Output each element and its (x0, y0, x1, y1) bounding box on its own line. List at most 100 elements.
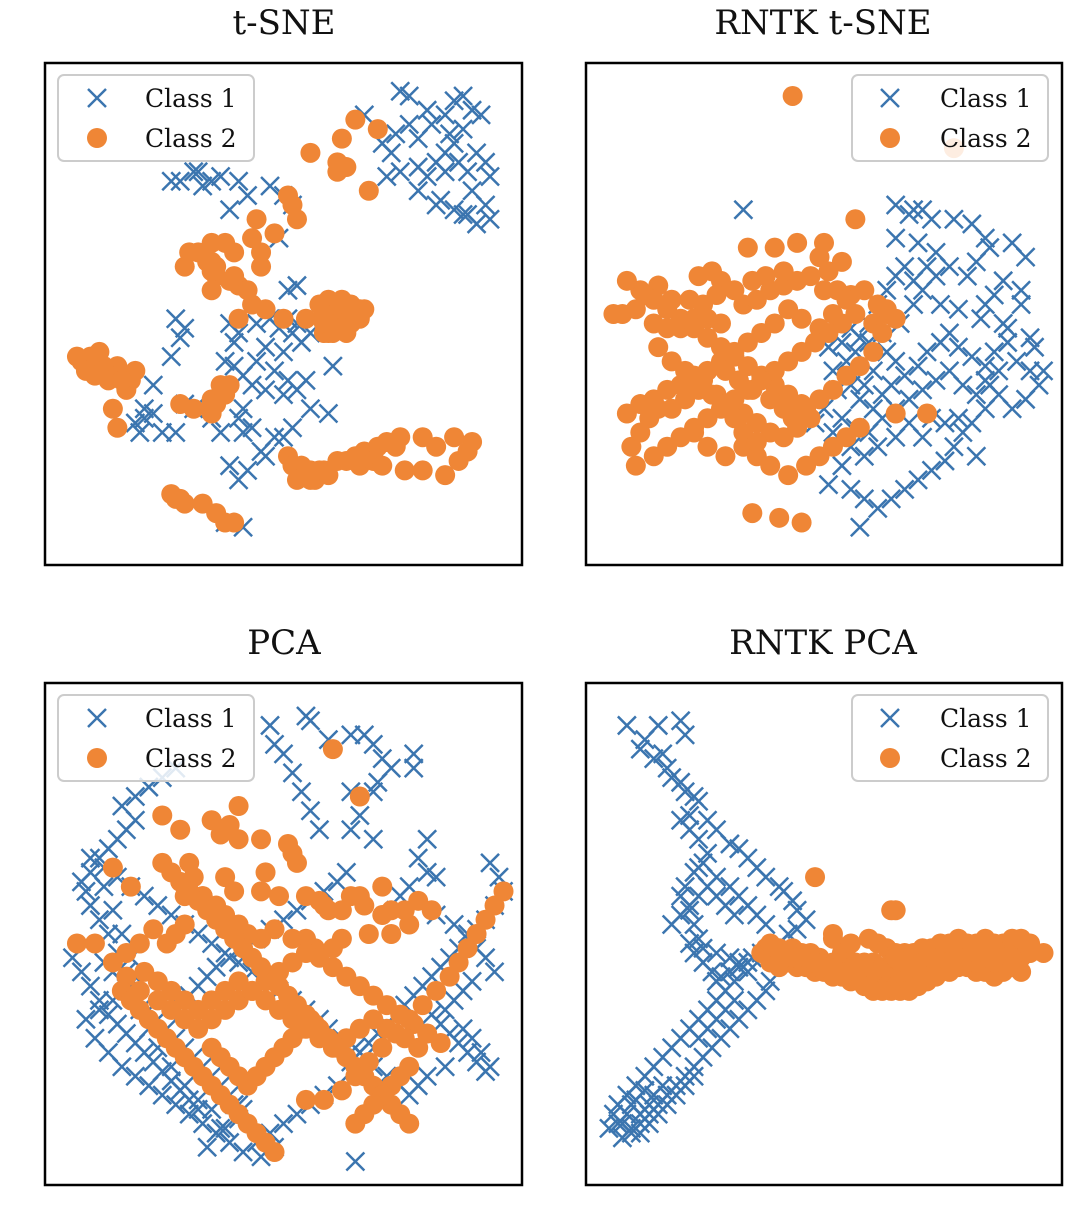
class2-point (251, 256, 272, 277)
class1-point (408, 157, 429, 177)
class2-point (354, 895, 375, 916)
class1-point (885, 427, 906, 448)
panel-3-legend: Class 1 Class 2 (57, 694, 255, 782)
class1-point (926, 370, 946, 391)
legend-box (851, 74, 1049, 162)
class2-point (457, 938, 478, 959)
class2-point (399, 914, 420, 935)
class1-point (165, 1094, 186, 1115)
class1-point (1011, 294, 1032, 315)
class1-point (273, 427, 294, 448)
class2-point (493, 881, 514, 902)
class1-point (988, 360, 1009, 381)
class1-point (255, 379, 276, 400)
class1-point (426, 867, 447, 888)
class1-point (984, 342, 1005, 362)
class2-point (345, 1113, 366, 1134)
class1-point (849, 389, 870, 410)
class1-point (832, 408, 852, 429)
class2-point (710, 313, 731, 334)
class2-point (625, 455, 646, 476)
class1-point (693, 938, 713, 959)
class2-point (863, 341, 884, 362)
class1-point (930, 294, 951, 315)
legend-box (851, 694, 1049, 782)
class2-point (295, 1089, 316, 1110)
class1-point (152, 1085, 173, 1106)
class2-point (872, 322, 893, 343)
class1-point (134, 398, 155, 419)
class1-point (318, 403, 339, 424)
class1-point (170, 171, 191, 192)
class1-point (80, 895, 101, 916)
class2-point (746, 431, 767, 452)
class2-point (224, 266, 245, 287)
class2-point (66, 933, 87, 954)
class2-point (313, 1089, 334, 1110)
class2-point (769, 507, 790, 528)
class2-point (174, 493, 195, 514)
class1-point (408, 180, 429, 201)
class2-point (228, 796, 249, 817)
class2-point (643, 446, 664, 467)
class2-point (327, 450, 348, 471)
class1-point (80, 848, 101, 869)
class1-point (966, 446, 987, 467)
class2-point (787, 232, 808, 253)
class1-point (296, 370, 316, 391)
class1-point (1033, 360, 1054, 381)
class2-point (372, 455, 393, 476)
class1-point (679, 933, 700, 954)
class2-point (876, 299, 897, 320)
class2-point (224, 242, 245, 263)
class1-point (899, 204, 920, 225)
class2-point (394, 460, 415, 481)
class1-point (71, 962, 92, 982)
class1-point (300, 800, 321, 821)
class2-point (603, 304, 624, 324)
class1-point (970, 308, 991, 329)
class1-point (475, 947, 496, 968)
class1-point (993, 270, 1014, 291)
class2-point (737, 237, 758, 258)
class1-point (300, 710, 321, 731)
class1-point (385, 123, 406, 144)
legend-box (57, 74, 255, 162)
class1-point (224, 332, 244, 353)
class1-point (453, 119, 473, 140)
class1-point (867, 498, 888, 519)
class2-point (484, 895, 505, 916)
class2-point (295, 308, 316, 329)
class1-point (675, 876, 696, 897)
legend-class2-marker (880, 128, 900, 148)
class1-point (675, 725, 696, 745)
legend-class1-marker (880, 88, 900, 108)
class2-point (228, 829, 249, 850)
class2-point (107, 417, 128, 438)
legend-class1-label: Class 1 (940, 84, 1032, 113)
legend-class2-label: Class 2 (940, 124, 1032, 153)
class2-point (251, 829, 272, 850)
class1-point (755, 914, 776, 935)
class1-point (648, 715, 669, 736)
class2-point (697, 436, 718, 457)
class2-point (201, 403, 222, 424)
class1-point (684, 1066, 704, 1087)
class1-point (192, 176, 213, 196)
legend-class1-label: Class 1 (145, 84, 237, 113)
legend-class2-marker (880, 748, 900, 768)
class1-point (939, 323, 960, 343)
class1-point (161, 171, 182, 192)
class2-point (849, 417, 870, 438)
class2-point (814, 957, 834, 978)
class2-point (331, 900, 352, 921)
panel-1-marks (66, 81, 500, 538)
class2-point (345, 1066, 366, 1087)
class2-point (286, 852, 307, 873)
class1-point (944, 436, 964, 457)
panel-3-frame (43, 681, 524, 1187)
class2-point (197, 251, 218, 272)
class1-point (170, 327, 191, 348)
class1-point (818, 474, 839, 495)
class1-point (201, 933, 222, 954)
